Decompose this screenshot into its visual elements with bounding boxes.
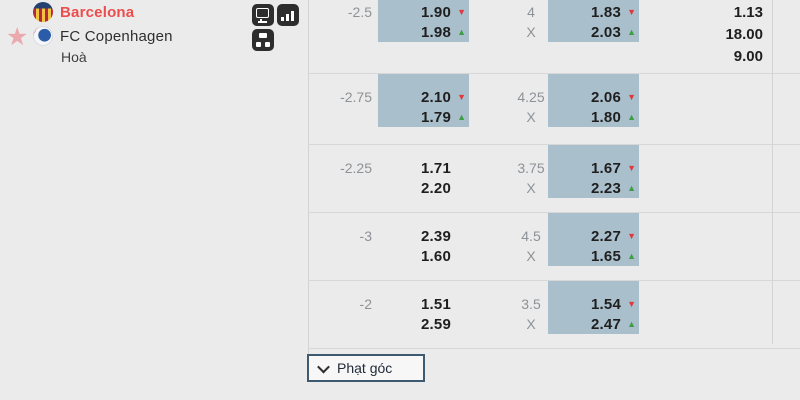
odds-row: -2.25 1.71 2.20 3.75 X 1.67 ▼ 2.23 ▲ (308, 145, 800, 213)
odds-down-icon: ▼ (627, 6, 636, 17)
home-team-crest-icon (33, 2, 53, 22)
bar-chart-icon (281, 17, 284, 21)
goal-line-value: 4.25 (517, 89, 545, 105)
tv-icon (256, 8, 269, 18)
odds-up-icon: ▲ (627, 318, 636, 329)
odds-up-icon: ▲ (627, 26, 636, 37)
home-odds-cell[interactable]: 1.51 2.59 (421, 295, 451, 333)
odds-row: -2.5 1.90 ▼ 1.98 ▲ 4 X 1.83 ▼ 2.03 ▲ 1.13 18… (308, 0, 800, 74)
handicap-value: -2.25 (340, 160, 372, 176)
away-team-name: FC Copenhagen (60, 27, 173, 45)
draw-x-label: X (526, 316, 536, 332)
goal-line-value: 4.5 (521, 228, 541, 244)
odds-row: -2.75 2.10 ▼ 1.79 ▲ 4.25 X 2.06 ▼ 1.80 ▲ (308, 74, 800, 145)
goal-line-column: 3.5 X (506, 281, 556, 334)
away-odds-cell[interactable]: 2.06 ▼ 1.80 ▲ (548, 74, 639, 127)
corner-kicks-toggle-button[interactable]: Phạt góc (307, 354, 425, 382)
odds-row: -3 2.39 1.60 4.5 X 2.27 ▼ 1.65 ▲ (308, 213, 800, 281)
lineup-button[interactable] (252, 29, 274, 51)
odds-up-icon: ▲ (457, 26, 466, 37)
handicap-value: -3 (359, 228, 372, 244)
odds-up-icon: ▲ (457, 111, 466, 122)
table-right-divider (772, 0, 773, 344)
away-team-row: FC Copenhagen (33, 26, 173, 46)
odds-up-icon: ▲ (627, 111, 636, 122)
home-odds-cell[interactable]: 1.71 2.20 (421, 159, 451, 197)
odds-down-icon: ▼ (627, 230, 636, 241)
draw-x-label: X (526, 180, 536, 196)
odds-down-icon: ▼ (627, 298, 636, 309)
statistics-button[interactable] (277, 4, 299, 26)
home-team-name: Barcelona (60, 3, 135, 21)
home-odds-cell[interactable]: 2.39 1.60 (421, 227, 451, 265)
goal-line-value: 4 (527, 4, 535, 20)
goal-line-value: 3.5 (521, 296, 541, 312)
away-odds-cell[interactable]: 1.83 ▼ 2.03 ▲ (548, 0, 639, 42)
chevron-down-icon (317, 360, 330, 373)
odds-down-icon: ▼ (457, 6, 466, 17)
corner-button-label: Phạt góc (337, 360, 393, 376)
goal-line-column: 4 X (506, 0, 556, 42)
favorite-star-icon[interactable]: ★ (6, 23, 29, 51)
draw-odds[interactable]: 9.00 (733, 48, 763, 65)
draw-x-label: X (526, 24, 536, 40)
away-odds-cell[interactable]: 1.54 ▼ 2.47 ▲ (548, 281, 639, 334)
goal-line-value: 3.75 (517, 160, 545, 176)
table-left-divider (308, 0, 309, 356)
away-team-crest-icon (33, 26, 53, 46)
draw-x-label: X (526, 248, 536, 264)
away-odds-cell[interactable]: 1.67 ▼ 2.23 ▲ (548, 145, 639, 198)
match-result-odds: 1.13 18.00 9.00 (725, 0, 763, 68)
away-odds-cell[interactable]: 2.27 ▼ 1.65 ▲ (548, 213, 639, 266)
home-odds-cell[interactable]: 1.90 ▼ 1.98 ▲ (378, 0, 469, 42)
odds-up-icon: ▲ (627, 182, 636, 193)
odds-down-icon: ▼ (627, 162, 636, 173)
home-win-odds[interactable]: 1.13 (733, 4, 763, 21)
home-odds-cell[interactable]: 2.10 ▼ 1.79 ▲ (378, 74, 469, 127)
handicap-value: -2.5 (347, 4, 372, 20)
odds-up-icon: ▲ (627, 250, 636, 261)
asian-handicap-odds-table: -2.5 1.90 ▼ 1.98 ▲ 4 X 1.83 ▼ 2.03 ▲ 1.13 18… (308, 0, 800, 349)
odds-down-icon: ▼ (457, 91, 466, 102)
draw-label: Hoà (61, 49, 87, 65)
lineup-icon (259, 33, 267, 38)
draw-x-label: X (526, 109, 536, 125)
goal-line-column: 4.5 X (506, 213, 556, 266)
handicap-value: -2.75 (340, 89, 372, 105)
away-win-odds[interactable]: 18.00 (725, 26, 763, 43)
home-team-row: Barcelona (33, 2, 134, 22)
live-tv-button[interactable] (252, 4, 274, 26)
goal-line-column: 3.75 X (506, 145, 556, 198)
goal-line-column: 4.25 X (506, 74, 556, 127)
handicap-value: -2 (359, 296, 372, 312)
odds-row: -2 1.51 2.59 3.5 X 1.54 ▼ 2.47 ▲ (308, 281, 800, 349)
odds-down-icon: ▼ (627, 91, 636, 102)
